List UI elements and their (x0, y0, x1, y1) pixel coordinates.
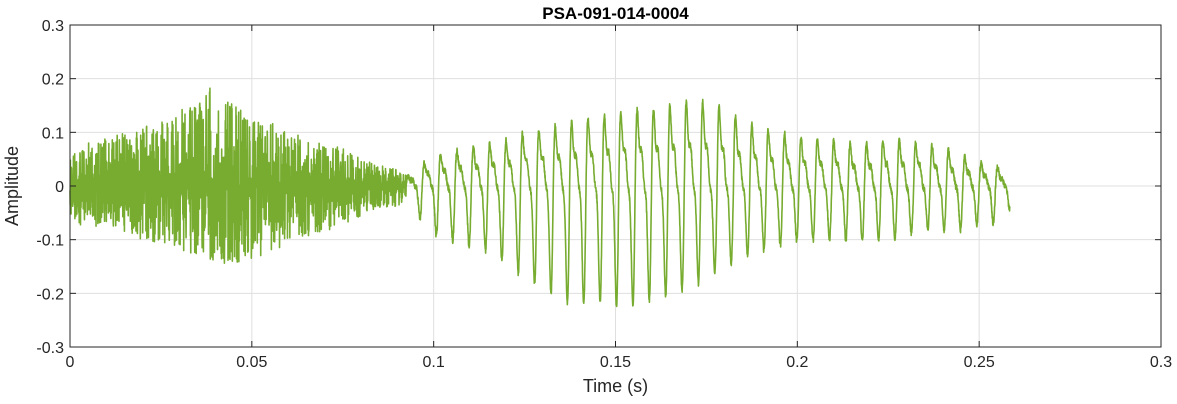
x-tick-label: 0.2 (786, 354, 808, 371)
y-tick-label: -0.1 (36, 233, 64, 250)
y-tick-label: 0 (55, 179, 64, 196)
y-tick-label: -0.3 (36, 340, 64, 357)
x-tick-label: 0.05 (236, 354, 267, 371)
y-tick-label: 0.2 (42, 72, 64, 89)
y-tick-label: -0.2 (36, 286, 64, 303)
waveform-line (69, 87, 1011, 308)
x-tick-label: 0.15 (600, 354, 631, 371)
y-tick-labels: -0.3 -0.2 -0.1 0 0.1 0.2 0.3 (36, 18, 64, 357)
x-tick-label: 0.3 (1150, 354, 1172, 371)
y-axis-label: Amplitude (2, 146, 22, 226)
x-tick-labels: 0 0.05 0.1 0.15 0.2 0.25 0.3 (66, 354, 1173, 371)
tick-marks (69, 24, 1162, 348)
x-tick-label: 0.1 (423, 354, 445, 371)
x-tick-label: 0 (66, 354, 75, 371)
chart-title: PSA-091-014-0004 (542, 4, 689, 23)
y-tick-label: 0.1 (42, 125, 64, 142)
x-axis-label: Time (s) (583, 376, 648, 396)
plot-area (69, 87, 1011, 308)
x-tick-label: 0.25 (964, 354, 995, 371)
y-tick-label: 0.3 (42, 18, 64, 35)
